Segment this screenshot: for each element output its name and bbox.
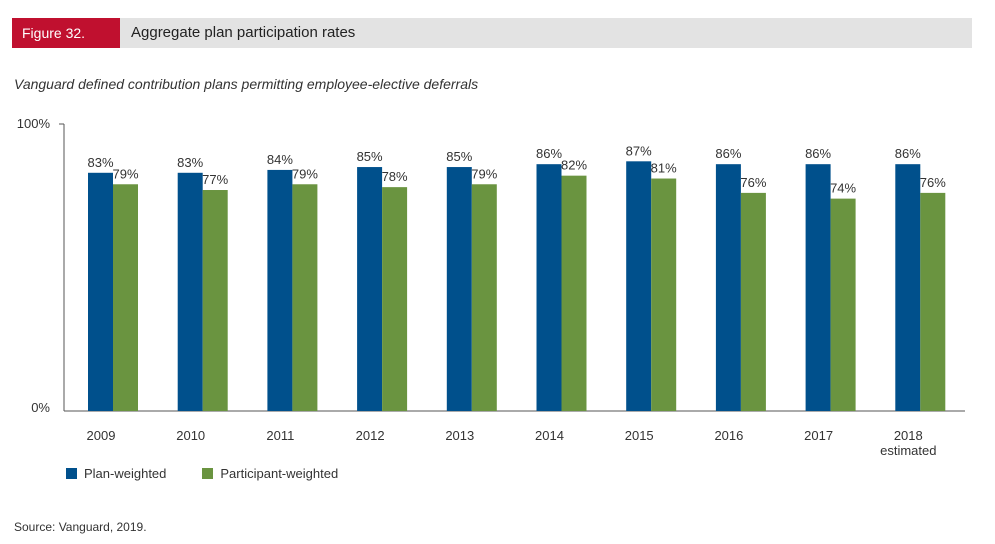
bar-plan-weighted [446, 167, 472, 411]
bar-participant-weighted [920, 192, 946, 411]
figure-label: Figure 32. [12, 18, 120, 48]
x-tick-label: 2009 [87, 428, 116, 443]
legend: Plan-weighted Participant-weighted [66, 466, 374, 481]
y-tick-label: 100% [17, 116, 51, 131]
x-tick-label: 2018 estimated [880, 428, 936, 458]
data-label: 76% [740, 175, 766, 190]
legend-label: Plan-weighted [84, 466, 167, 481]
data-label: 87% [626, 143, 652, 158]
data-label: 76% [920, 175, 946, 190]
bar-participant-weighted [202, 190, 228, 411]
data-label: 79% [112, 166, 138, 181]
x-tick-label-line: 2015 [625, 428, 654, 443]
x-tick-label-line: 2018 [894, 428, 923, 443]
bar-plan-weighted [805, 164, 831, 411]
data-label: 84% [267, 152, 293, 167]
data-label: 74% [830, 181, 856, 196]
x-tick-label-line: 2009 [87, 428, 116, 443]
bar-plan-weighted [177, 172, 203, 411]
bar-participant-weighted [561, 175, 587, 411]
legend-swatch-plan-weighted [66, 468, 77, 479]
legend-item-participant-weighted: Participant-weighted [202, 466, 338, 481]
x-tick-label-line: 2011 [266, 428, 294, 443]
x-tick-label-line: 2010 [176, 428, 205, 443]
bar-participant-weighted [651, 178, 677, 411]
x-tick-label: 2014 [535, 428, 564, 443]
legend-swatch-participant-weighted [202, 468, 214, 479]
bar-participant-weighted [292, 184, 318, 411]
bar-participant-weighted [113, 184, 138, 411]
bar-plan-weighted [715, 164, 741, 411]
bar-plan-weighted [267, 169, 293, 411]
legend-label: Participant-weighted [220, 466, 339, 481]
data-label: 86% [715, 146, 741, 161]
x-tick-label: 2016 [714, 428, 743, 443]
x-tick-label: 2015 [625, 428, 654, 443]
bar-participant-weighted [740, 192, 766, 411]
data-label: 83% [87, 155, 113, 170]
data-label: 81% [651, 161, 677, 176]
source-note: Source: Vanguard, 2019. [14, 520, 147, 534]
header-bar [12, 18, 972, 48]
data-label: 77% [202, 172, 228, 187]
x-tick-label: 2010 [176, 428, 205, 443]
data-label: 82% [561, 158, 587, 173]
data-label: 85% [357, 149, 383, 164]
y-tick-label: 0% [31, 400, 50, 415]
bar-participant-weighted [830, 198, 856, 411]
x-tick-label-line: 2012 [356, 428, 385, 443]
bar-plan-weighted [626, 161, 652, 411]
bar-participant-weighted [471, 184, 497, 411]
bar-participant-weighted [382, 187, 408, 411]
x-tick-label: 2013 [445, 428, 474, 443]
x-tick-label: 2017 [804, 428, 833, 443]
x-tick-label-line: 2013 [445, 428, 474, 443]
x-tick-label-line: 2014 [535, 428, 564, 443]
bar-plan-weighted [895, 164, 921, 411]
data-label: 86% [895, 146, 921, 161]
legend-item-plan-weighted: Plan-weighted [66, 466, 166, 481]
bar-plan-weighted [536, 164, 562, 411]
x-tick-label-line: 2016 [714, 428, 743, 443]
x-tick-label-line: 2017 [804, 428, 833, 443]
data-label: 79% [471, 166, 497, 181]
x-tick-label: 2012 [356, 428, 385, 443]
data-label: 85% [446, 149, 472, 164]
x-tick-label: 2011 [266, 428, 294, 443]
data-label: 83% [177, 155, 203, 170]
data-label: 86% [536, 146, 562, 161]
figure-title: Aggregate plan participation rates [131, 24, 356, 41]
data-label: 86% [805, 146, 831, 161]
chart-subtitle: Vanguard defined contribution plans perm… [14, 76, 479, 92]
bar-plan-weighted [88, 172, 113, 411]
data-label: 78% [382, 169, 408, 184]
x-tick-label-line: estimated [880, 443, 936, 458]
bar-plan-weighted [357, 167, 383, 411]
data-label: 79% [292, 166, 318, 181]
